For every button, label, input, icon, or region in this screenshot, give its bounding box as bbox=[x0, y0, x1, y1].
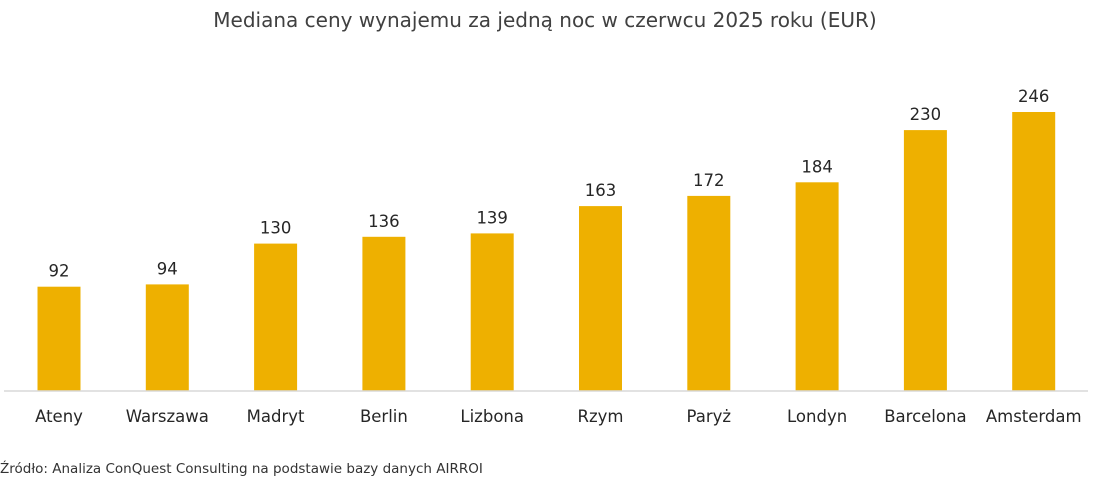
category-label-paryż: Paryż bbox=[687, 407, 732, 426]
chart-title: Mediana ceny wynajemu za jedną noc w cze… bbox=[213, 8, 877, 32]
bar-chart: 92 94 130 136 139 163 172 184 230 246 Ateny Warsza… bbox=[4, 87, 1088, 426]
bar-amsterdam bbox=[1012, 112, 1056, 391]
value-label-paryż: 172 bbox=[693, 171, 725, 190]
value-label-rzym: 163 bbox=[585, 181, 617, 200]
source-note: Źródło: Analiza ConQuest Consulting na p… bbox=[0, 461, 483, 477]
value-label-warszawa: 94 bbox=[157, 259, 178, 278]
category-label-londyn: Londyn bbox=[787, 407, 847, 426]
value-label-lizbona: 139 bbox=[476, 208, 508, 227]
bar-madryt bbox=[254, 243, 298, 391]
bar-rzym bbox=[579, 206, 622, 391]
category-label-lizbona: Lizbona bbox=[460, 407, 524, 426]
category-label-berlin: Berlin bbox=[360, 407, 408, 426]
category-labels-group: Ateny Warszawa Madryt Berlin Lizbona Rzym Pary… bbox=[35, 407, 1081, 426]
value-label-ateny: 92 bbox=[49, 262, 70, 281]
bar-ateny bbox=[37, 286, 81, 391]
bar-paryż bbox=[687, 195, 731, 391]
bars-group bbox=[37, 112, 1056, 391]
bar-lizbona bbox=[470, 233, 514, 391]
value-labels-group: 92 94 130 136 139 163 172 184 230 246 bbox=[49, 87, 1050, 281]
bar-warszawa bbox=[145, 284, 189, 391]
bar-barcelona bbox=[903, 130, 947, 391]
value-label-berlin: 136 bbox=[368, 212, 400, 231]
category-label-rzym: Rzym bbox=[578, 407, 624, 426]
category-label-barcelona: Barcelona bbox=[884, 407, 966, 426]
value-label-londyn: 184 bbox=[801, 157, 833, 176]
category-label-ateny: Ateny bbox=[35, 407, 83, 426]
bar-berlin bbox=[362, 236, 406, 391]
category-label-madryt: Madryt bbox=[247, 407, 305, 426]
bar-londyn bbox=[795, 182, 839, 391]
category-label-amsterdam: Amsterdam bbox=[986, 407, 1082, 426]
value-label-amsterdam: 246 bbox=[1018, 87, 1050, 106]
value-label-barcelona: 230 bbox=[910, 105, 942, 124]
category-label-warszawa: Warszawa bbox=[126, 407, 209, 426]
value-label-madryt: 130 bbox=[260, 219, 292, 238]
